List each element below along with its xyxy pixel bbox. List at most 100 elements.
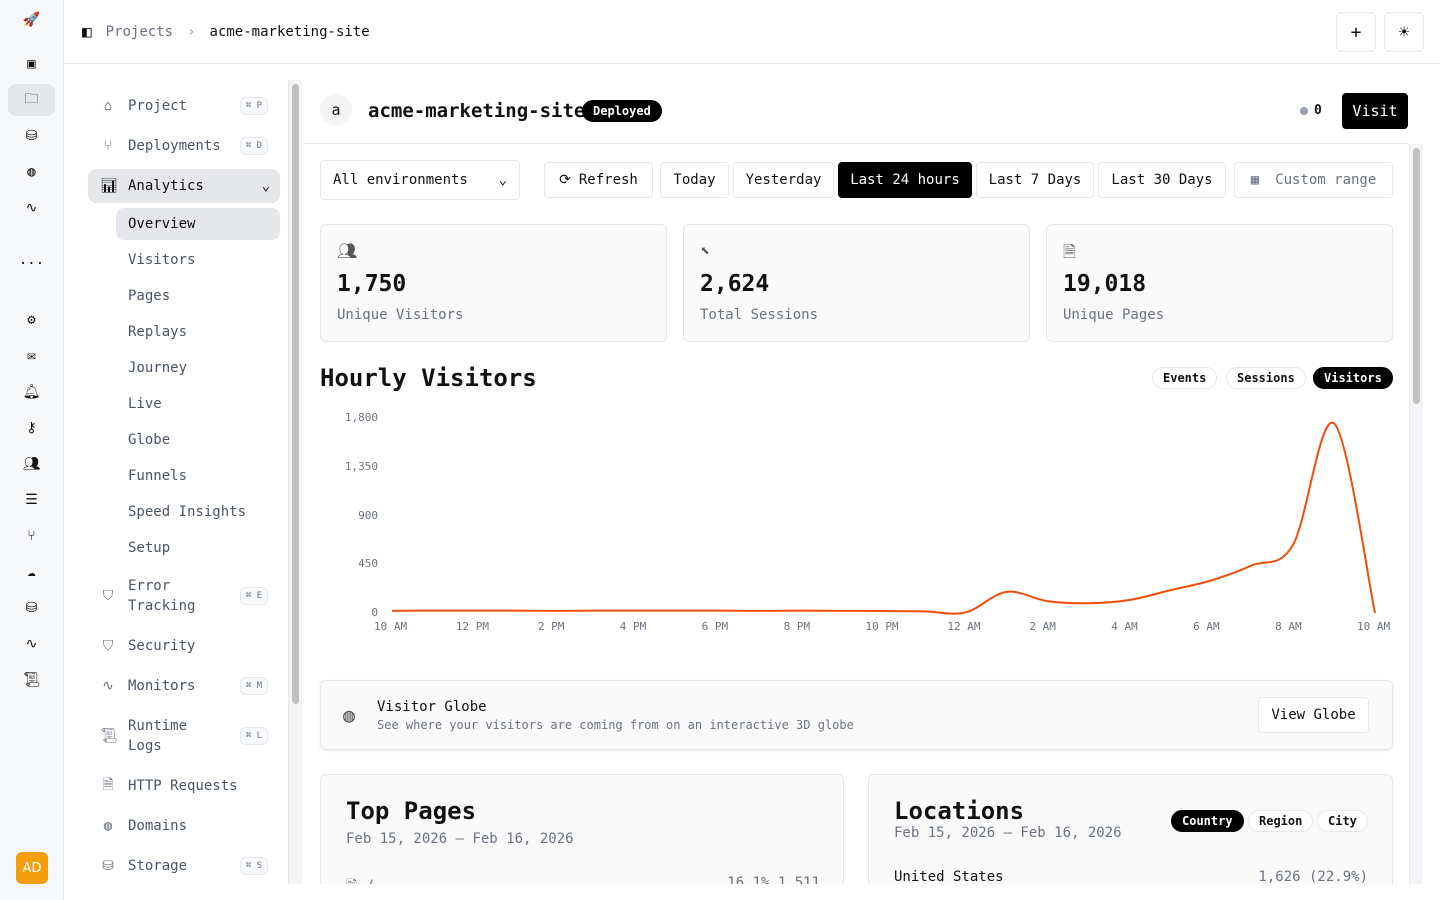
range-last-24-hours[interactable]: Last 24 hours bbox=[838, 162, 972, 198]
database-icon[interactable]: ⛁ bbox=[25, 128, 38, 144]
database-settings-icon[interactable]: ⛁ bbox=[25, 600, 38, 616]
nav-item-storage[interactable]: ⛁ Storage ⌘ S bbox=[88, 850, 280, 882]
stat-card-sessions: ⬉ 2,624 Total Sessions bbox=[683, 224, 1030, 342]
toggle-visitors[interactable]: Visitors bbox=[1313, 367, 1393, 389]
breadcrumb-current: acme-marketing-site bbox=[209, 23, 370, 40]
cloud-icon[interactable]: ☁ bbox=[27, 564, 36, 580]
y-tick-label: 450 bbox=[358, 557, 378, 571]
pulse-icon[interactable]: ∿ bbox=[25, 636, 38, 652]
sub-item-journey[interactable]: Journey bbox=[128, 360, 188, 376]
locations-card: Locations Feb 15, 2026 – Feb 16, 2026 Co… bbox=[868, 774, 1393, 884]
nav-item-error-tracking[interactable]: ⛉ Error Tracking ⌘ E bbox=[88, 576, 280, 616]
icon-rail: 🚀 ▣ 🗀 ⛁ ◍ ∿ ··· ⚙ ✉ 🔔︎ ⚷ 👥︎ ☰ ⑂ ☁ ⛁ ∿ 📜︎… bbox=[0, 0, 64, 900]
activity-icon[interactable]: ∿ bbox=[25, 200, 38, 216]
custom-range-button[interactable]: ▦ Custom range bbox=[1234, 162, 1393, 198]
breadcrumb-projects[interactable]: Projects bbox=[105, 23, 174, 40]
table-row[interactable]: 🗎 /16.1% 1,511 bbox=[346, 875, 820, 884]
toggle-sessions[interactable]: Sessions bbox=[1226, 367, 1306, 389]
y-tick-label: 900 bbox=[358, 508, 378, 522]
status-badge: Deployed bbox=[582, 100, 662, 122]
mail-icon[interactable]: ✉ bbox=[27, 348, 36, 364]
stat-card-visitors: 👥︎ 1,750 Unique Visitors bbox=[320, 224, 667, 342]
toggle-events[interactable]: Events bbox=[1152, 367, 1218, 389]
key-icon[interactable]: ⚷ bbox=[26, 420, 37, 436]
avatar[interactable]: AD bbox=[16, 852, 48, 884]
shield-icon: ⛉ bbox=[102, 638, 114, 654]
nav-item-runtime-logs[interactable]: 📜︎ Runtime Logs ⌘ L bbox=[88, 716, 280, 756]
activity-icon: ∿ bbox=[102, 678, 114, 694]
sub-item-overview[interactable]: Overview bbox=[116, 208, 280, 240]
settings-icon[interactable]: ⚙ bbox=[27, 312, 36, 328]
sidebar-scrollbar[interactable] bbox=[288, 80, 302, 884]
folder-icon[interactable]: 🗀 bbox=[8, 84, 55, 116]
table-row[interactable]: United States 1,626 (22.9%) bbox=[894, 869, 1368, 884]
chevron-down-icon[interactable]: ⌄ bbox=[261, 178, 270, 194]
x-tick-label: 12 PM bbox=[455, 620, 490, 633]
users-icon[interactable]: 👥︎ bbox=[22, 456, 41, 472]
view-globe-button[interactable]: View Globe bbox=[1258, 697, 1369, 733]
sub-item-live[interactable]: Live bbox=[128, 396, 162, 412]
globe-icon[interactable]: ◍ bbox=[27, 164, 36, 180]
visitor-globe-card: ◍ Visitor Globe See where your visitors … bbox=[320, 680, 1393, 750]
terminal-icon[interactable]: ▣ bbox=[27, 56, 36, 72]
x-tick-label: 8 PM bbox=[783, 620, 811, 633]
x-tick-label: 10 AM bbox=[374, 620, 408, 633]
x-tick-label: 4 AM bbox=[1111, 620, 1138, 633]
tab-city[interactable]: City bbox=[1317, 810, 1368, 832]
divider bbox=[304, 143, 1408, 144]
nav-item-analytics[interactable]: 📊︎ Analytics ⌄ bbox=[88, 169, 280, 203]
main-scrollbar[interactable] bbox=[1409, 144, 1423, 884]
nav-item-domains[interactable]: ◍ Domains bbox=[88, 810, 280, 842]
git-branch-icon[interactable]: ⑂ bbox=[27, 528, 36, 544]
project-avatar: a bbox=[320, 94, 352, 126]
sub-item-replays[interactable]: Replays bbox=[128, 324, 188, 340]
nav-item-monitors[interactable]: ∿ Monitors ⌘ M bbox=[88, 670, 280, 702]
server-icon[interactable]: ☰ bbox=[25, 492, 38, 508]
theme-toggle-button[interactable]: ☀ bbox=[1384, 12, 1424, 52]
range-yesterday[interactable]: Yesterday bbox=[733, 162, 834, 198]
tab-country[interactable]: Country bbox=[1171, 810, 1244, 832]
range-last-30-days[interactable]: Last 30 Days bbox=[1098, 162, 1226, 198]
top-bar: ◧ Projects › acme-marketing-site + ☀ bbox=[64, 0, 1440, 64]
environment-select[interactable]: All environments ⌄ bbox=[320, 160, 520, 200]
nav-item-security[interactable]: ⛉ Security bbox=[88, 630, 280, 662]
sidebar-toggle-icon[interactable]: ◧ bbox=[82, 22, 92, 41]
range-last-7-days[interactable]: Last 7 Days bbox=[976, 162, 1094, 198]
chevron-down-icon: ⌄ bbox=[498, 172, 507, 188]
range-today[interactable]: Today bbox=[660, 162, 729, 198]
nav-item-deployments[interactable]: ⑂ Deployments ⌘ D bbox=[88, 130, 280, 162]
main-content: a acme-marketing-site Deployed 0 Visit A… bbox=[304, 80, 1424, 884]
logo-rocket-icon[interactable]: 🚀 bbox=[22, 12, 41, 28]
y-tick-label: 1,350 bbox=[344, 459, 378, 473]
scroll-icon[interactable]: 📜︎ bbox=[22, 672, 41, 688]
bell-icon[interactable]: 🔔︎ bbox=[22, 384, 41, 400]
x-tick-label: 6 PM bbox=[701, 620, 729, 633]
project-title: acme-marketing-site bbox=[368, 100, 586, 122]
users-icon: 👥︎ bbox=[337, 241, 358, 260]
sub-item-globe[interactable]: Globe bbox=[128, 432, 171, 448]
x-tick-label: 6 AM bbox=[1193, 620, 1220, 633]
file-text-icon: 🗎 bbox=[1063, 242, 1076, 261]
sub-item-visitors[interactable]: Visitors bbox=[128, 252, 196, 268]
chart-svg bbox=[391, 421, 1376, 615]
refresh-button[interactable]: ⟳ Refresh bbox=[544, 162, 653, 198]
nav-item-project[interactable]: ⌂ Project ⌘ P bbox=[88, 90, 280, 122]
top-pages-card: Top Pages Feb 15, 2026 – Feb 16, 2026 🗎 … bbox=[320, 774, 844, 884]
sub-item-setup[interactable]: Setup bbox=[128, 540, 171, 556]
globe-icon: ◍ bbox=[103, 818, 113, 834]
sub-item-funnels[interactable]: Funnels bbox=[128, 468, 188, 484]
series-line-visitors bbox=[391, 421, 1376, 615]
home-icon: ⌂ bbox=[103, 98, 113, 114]
sub-item-speed-insights[interactable]: Speed Insights bbox=[128, 504, 247, 520]
x-tick-label: 4 PM bbox=[619, 620, 647, 633]
hourly-visitors-chart: 1,800 1,350 900 450 0 10 AM 12 PM 2 PM 4 PM 6 PM 8… bbox=[304, 400, 1404, 650]
more-icon[interactable]: ··· bbox=[18, 256, 45, 272]
database-icon: ⛁ bbox=[102, 858, 114, 874]
status-dot-icon bbox=[1300, 106, 1308, 115]
tab-region[interactable]: Region bbox=[1248, 810, 1314, 832]
sub-item-pages[interactable]: Pages bbox=[128, 288, 171, 304]
visit-button[interactable]: Visit bbox=[1342, 93, 1408, 129]
cursor-icon: ⬉ bbox=[700, 241, 710, 260]
nav-item-http-requests[interactable]: 🗎 HTTP Requests bbox=[88, 770, 280, 802]
add-button[interactable]: + bbox=[1336, 12, 1376, 52]
